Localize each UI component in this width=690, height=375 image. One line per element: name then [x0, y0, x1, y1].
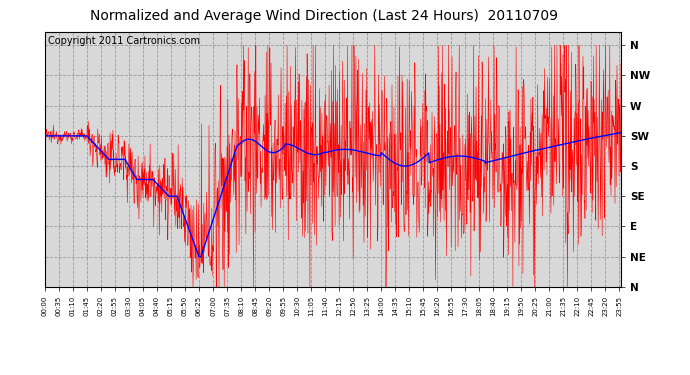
- Text: Normalized and Average Wind Direction (Last 24 Hours)  20110709: Normalized and Average Wind Direction (L…: [90, 9, 558, 23]
- Text: Copyright 2011 Cartronics.com: Copyright 2011 Cartronics.com: [48, 36, 199, 46]
